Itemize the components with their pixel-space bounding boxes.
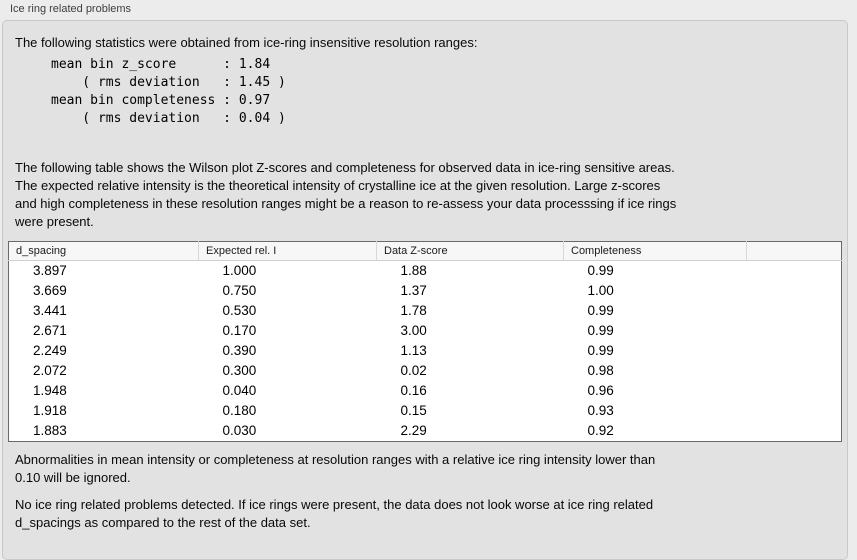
ice-ring-groupbox: The following statistics were obtained f… bbox=[2, 20, 848, 560]
table-cell-empty bbox=[746, 381, 842, 401]
table-cell: 0.170 bbox=[198, 321, 377, 341]
table-cell-empty bbox=[746, 281, 842, 301]
table-row[interactable]: 3.897 1.000 1.88 0.99 bbox=[8, 260, 842, 281]
table-cell-empty bbox=[746, 341, 842, 361]
stats-block: mean bin z_score : 1.84 ( rms deviation … bbox=[51, 57, 286, 126]
ignore-note-text: Abnormalities in mean intensity or compl… bbox=[15, 452, 656, 485]
table-cell: 0.99 bbox=[563, 341, 747, 361]
table-cell: 0.99 bbox=[563, 260, 747, 281]
column-header-expected-rel-i[interactable]: Expected rel. I bbox=[198, 241, 377, 261]
table-cell: 3.897 bbox=[8, 260, 199, 281]
column-header-d-spacing[interactable]: d_spacing bbox=[8, 241, 199, 261]
table-cell: 0.750 bbox=[198, 281, 377, 301]
table-cell-empty bbox=[746, 260, 842, 281]
table-cell: 0.300 bbox=[198, 361, 377, 381]
table-row[interactable]: 1.918 0.180 0.15 0.93 bbox=[8, 401, 842, 421]
table-row[interactable]: 3.669 0.750 1.37 1.00 bbox=[8, 281, 842, 301]
table-row[interactable]: 1.948 0.040 0.16 0.96 bbox=[8, 381, 842, 401]
table-cell: 1.78 bbox=[376, 301, 564, 321]
table-cell: 0.15 bbox=[376, 401, 564, 421]
ice-ring-table-body: 3.897 1.000 1.88 0.99 3.669 0.750 1.37 1.00 3.44… bbox=[8, 260, 842, 442]
table-cell: 0.16 bbox=[376, 381, 564, 401]
table-row[interactable]: 3.441 0.530 1.78 0.99 bbox=[8, 301, 842, 321]
table-cell: 2.671 bbox=[8, 321, 199, 341]
table-cell: 0.92 bbox=[563, 421, 747, 442]
table-cell: 0.93 bbox=[563, 401, 747, 421]
table-cell: 2.249 bbox=[8, 341, 199, 361]
table-cell: 3.441 bbox=[8, 301, 199, 321]
table-cell: 0.99 bbox=[563, 321, 747, 341]
table-row[interactable]: 2.249 0.390 1.13 0.99 bbox=[8, 341, 842, 361]
table-cell: 2.072 bbox=[8, 361, 199, 381]
table-cell-empty bbox=[746, 321, 842, 341]
table-cell-empty bbox=[746, 421, 842, 442]
panel-title: Ice ring related problems bbox=[10, 3, 132, 15]
table-cell: 0.040 bbox=[198, 381, 377, 401]
table-cell: 1.37 bbox=[376, 281, 564, 301]
table-cell: 3.669 bbox=[8, 281, 199, 301]
table-cell: 0.96 bbox=[563, 381, 747, 401]
table-cell: 1.88 bbox=[376, 260, 564, 281]
table-cell: 1.918 bbox=[8, 401, 199, 421]
table-cell: 0.180 bbox=[198, 401, 377, 421]
table-cell: 2.29 bbox=[376, 421, 564, 442]
column-header-completeness[interactable]: Completeness bbox=[563, 241, 747, 261]
table-cell-empty bbox=[746, 301, 842, 321]
table-cell: 0.99 bbox=[563, 301, 747, 321]
ice-ring-panel-window: { "panel": { "title": "Ice ring related … bbox=[2, 3, 848, 560]
table-cell: 3.00 bbox=[376, 321, 564, 341]
table-row[interactable]: 2.072 0.300 0.02 0.98 bbox=[8, 361, 842, 381]
panel-content: The following statistics were obtained f… bbox=[3, 21, 847, 532]
table-cell: 1.00 bbox=[563, 281, 747, 301]
table-intro-text: The following table shows the Wilson plo… bbox=[15, 160, 677, 229]
table-cell-empty bbox=[746, 401, 842, 421]
table-cell: 1.883 bbox=[8, 421, 199, 442]
table-cell-empty bbox=[746, 361, 842, 381]
table-row[interactable]: 1.883 0.030 2.29 0.92 bbox=[8, 421, 842, 442]
table-cell: 0.030 bbox=[198, 421, 377, 442]
table-cell: 1.13 bbox=[376, 341, 564, 361]
table-cell: 0.02 bbox=[376, 361, 564, 381]
stats-intro-text: The following statistics were obtained f… bbox=[15, 35, 478, 50]
table-header-row: d_spacing Expected rel. I Data Z-score C… bbox=[8, 241, 842, 261]
table-cell: 1.948 bbox=[8, 381, 199, 401]
table-cell: 0.98 bbox=[563, 361, 747, 381]
column-header-data-z-score[interactable]: Data Z-score bbox=[376, 241, 564, 261]
table-cell: 1.000 bbox=[198, 260, 377, 281]
table-cell: 0.530 bbox=[198, 301, 377, 321]
ice-ring-table[interactable]: d_spacing Expected rel. I Data Z-score C… bbox=[8, 241, 842, 442]
conclusion-text: No ice ring related problems detected. I… bbox=[15, 497, 654, 530]
column-header-empty bbox=[746, 241, 842, 261]
table-row[interactable]: 2.671 0.170 3.00 0.99 bbox=[8, 321, 842, 341]
table-cell: 0.390 bbox=[198, 341, 377, 361]
